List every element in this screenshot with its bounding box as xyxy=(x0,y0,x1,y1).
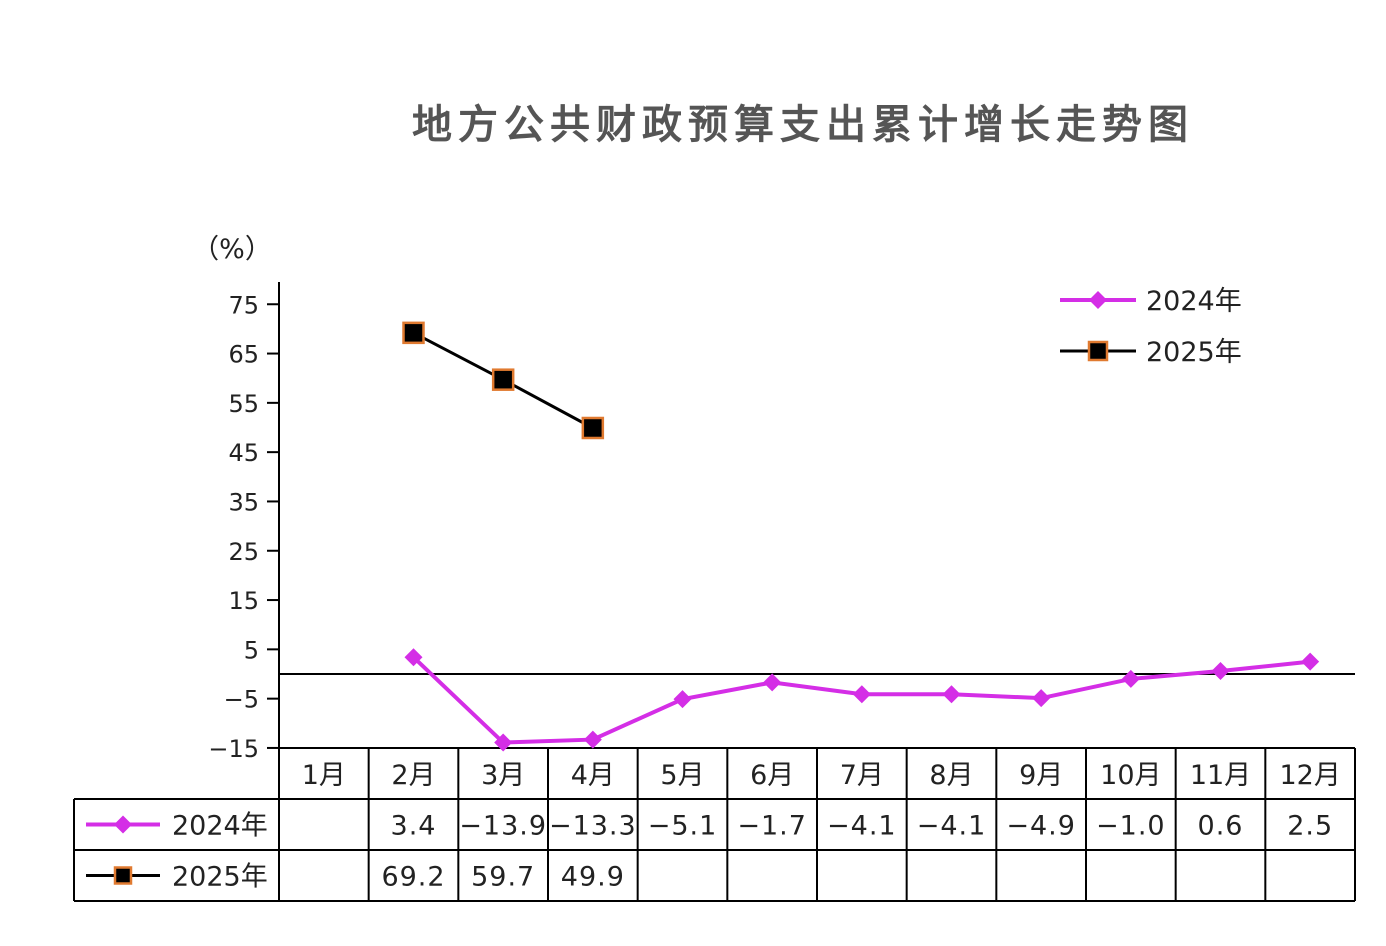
data-point xyxy=(942,685,961,704)
y-axis-unit-label: （%） xyxy=(192,234,272,265)
table-series-key-marker xyxy=(114,815,132,834)
y-tick-label: 75 xyxy=(228,291,259,319)
series-2025年 xyxy=(402,321,605,440)
table-value: −1.0 xyxy=(1096,811,1166,842)
table-value: −4.1 xyxy=(917,811,987,842)
legend-label: 2024年 xyxy=(1146,286,1242,317)
data-point xyxy=(1032,689,1051,708)
data-point xyxy=(1211,662,1230,681)
y-tick-label: 55 xyxy=(228,390,259,418)
table-value: −4.9 xyxy=(1006,811,1076,842)
y-tick-label: 65 xyxy=(228,341,259,369)
month-label: 12月 xyxy=(1279,760,1340,791)
data-point xyxy=(852,685,871,704)
month-label: 5月 xyxy=(660,760,704,791)
series-2024年 xyxy=(404,648,1320,752)
month-label: 7月 xyxy=(840,760,884,791)
table-value: −1.7 xyxy=(737,811,807,842)
month-label: 10月 xyxy=(1100,760,1161,791)
legend: 2024年 2025年 xyxy=(1060,286,1242,368)
table-value: 0.6 xyxy=(1198,811,1244,842)
table-value: −5.1 xyxy=(648,811,718,842)
legend-key-marker xyxy=(1087,340,1109,362)
month-label: 3月 xyxy=(481,760,525,791)
series-layer xyxy=(402,321,1320,752)
table-value: 69.2 xyxy=(381,862,445,893)
month-label: 1月 xyxy=(302,760,346,791)
chart-title: 地方公共财政预算支出累计增长走势图 xyxy=(412,102,1194,148)
table-value: −4.1 xyxy=(827,811,897,842)
y-tick-label: 35 xyxy=(228,488,259,516)
data-point xyxy=(581,416,605,440)
table-value: 3.4 xyxy=(391,811,437,842)
axes: 75 65 55 45 35 25 15 5 −5 −15 xyxy=(208,282,1355,763)
month-label: 2月 xyxy=(391,760,435,791)
table-value: 2.5 xyxy=(1287,811,1333,842)
data-point xyxy=(1121,669,1140,688)
table-value: −13.3 xyxy=(549,811,637,842)
y-tick-label: 45 xyxy=(228,439,259,467)
data-point xyxy=(763,673,782,692)
y-tick-label: 15 xyxy=(228,587,259,615)
data-point xyxy=(673,690,692,709)
month-label: 6月 xyxy=(750,760,794,791)
month-label: 9月 xyxy=(1019,760,1063,791)
y-tick-label: −5 xyxy=(224,686,259,714)
data-point xyxy=(583,730,602,749)
data-table: 1月 2月 3月 4月 5月 6月 7月 8月 9月 10月 11月 12月 2024年 3.4 −13.9… xyxy=(73,747,1356,902)
table-series-key-marker xyxy=(113,866,133,885)
table-series-name: 2025年 xyxy=(172,862,268,893)
month-label: 4月 xyxy=(571,760,615,791)
y-tick-label: −15 xyxy=(208,735,259,763)
data-point xyxy=(404,648,423,667)
month-label: 11月 xyxy=(1190,760,1251,791)
legend-key-marker xyxy=(1089,291,1107,309)
data-point xyxy=(402,321,425,345)
month-label: 8月 xyxy=(929,760,973,791)
table-value: −13.9 xyxy=(459,811,547,842)
y-tick-label: 5 xyxy=(244,636,259,664)
legend-label: 2025年 xyxy=(1146,337,1242,368)
data-point xyxy=(1301,652,1320,671)
table-value: 49.9 xyxy=(561,862,625,893)
y-tick-label: 25 xyxy=(228,538,259,566)
data-point xyxy=(491,368,515,391)
table-series-name: 2024年 xyxy=(172,811,268,842)
data-point xyxy=(494,733,513,752)
table-value: 59.7 xyxy=(471,862,535,893)
